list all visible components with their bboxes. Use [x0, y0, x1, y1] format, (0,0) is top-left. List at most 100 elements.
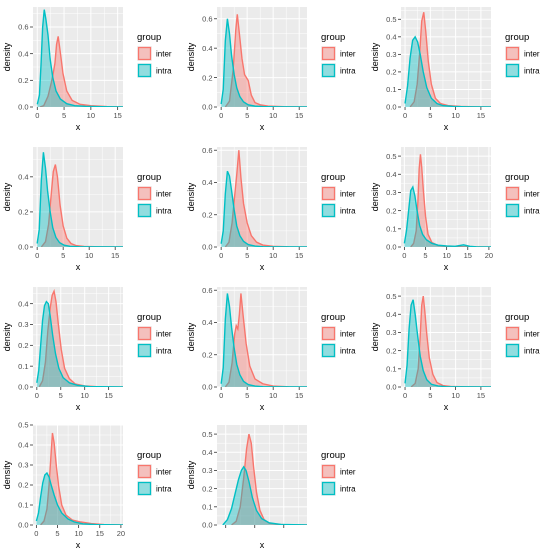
legend-title: group	[137, 450, 161, 461]
x-tick-label: 10	[81, 391, 89, 400]
density-line-intra	[36, 9, 123, 107]
y-tick-label: 0.4	[202, 318, 212, 327]
legend-label-intra: intra	[340, 485, 356, 494]
x-tick-label: 5	[245, 111, 249, 120]
x-tick-label: 5	[423, 251, 427, 260]
density-area-intra	[221, 293, 307, 387]
x-tick-label: 15	[295, 391, 303, 400]
x-tick-label: 5	[55, 529, 59, 538]
y-tick-label: 0.2	[18, 208, 28, 217]
legend-key-bg	[137, 186, 152, 201]
x-tick-label: 20	[117, 529, 125, 538]
legend-title: group	[505, 312, 529, 323]
legend-key-bg	[321, 464, 336, 479]
x-tick-label: 15	[477, 111, 485, 120]
x-tick-label: 0	[219, 111, 223, 120]
legend-key-bg	[137, 343, 152, 358]
legend-title: group	[137, 172, 161, 183]
legend-key-bg	[321, 186, 336, 201]
density-area-inter	[225, 150, 307, 247]
legend-swatch-inter	[137, 186, 152, 201]
legend-swatch-inter	[505, 186, 520, 201]
legend-key-bg	[321, 343, 336, 358]
density-panel-10: 0 5 10 15 20 0.0 0.1 0.2 0.3 0.4 0.5 x density group i…	[2, 421, 172, 550]
legend-label-inter: inter	[340, 50, 356, 59]
legend-key-bg	[137, 46, 152, 61]
density-panel-11: 0.0 0.1 0.2 0.3 0.4 0.5 x density group inter intr…	[186, 425, 356, 550]
legend-swatch-intra	[137, 203, 152, 218]
density-line-intra	[220, 293, 307, 387]
legend-key-bg	[321, 63, 336, 78]
y-tick-label: 0.2	[386, 68, 396, 77]
density-line-intra	[220, 170, 307, 247]
y-tick-label: 0.2	[18, 76, 28, 85]
density-panel-1: 0 5 10 15 0.0 0.2 0.4 0.6 x density group inter intr…	[2, 7, 172, 132]
y-tick-label: 0.0	[386, 383, 396, 392]
density-panel-7: 0 5 10 15 0.0 0.1 0.2 0.3 0.4 x density group inter i…	[2, 287, 172, 412]
legend-label-intra: intra	[156, 485, 172, 494]
legend-swatch-inter	[137, 46, 152, 61]
x-axis-label: x	[76, 540, 81, 550]
y-tick-label: 0.0	[202, 383, 212, 392]
y-axis-label: density	[2, 322, 12, 351]
legend-label-intra: intra	[340, 67, 356, 76]
legend-label-inter: inter	[156, 330, 172, 339]
x-tick-label: 5	[428, 391, 432, 400]
density-line-intra	[404, 35, 491, 107]
y-tick-label: 0.1	[18, 362, 28, 371]
legend-key-bg	[137, 63, 152, 78]
y-tick-label: 0.3	[18, 320, 28, 329]
density-area-intra	[404, 187, 491, 247]
y-axis-label: density	[370, 182, 380, 211]
y-tick-label: 0.1	[386, 85, 396, 94]
y-axis-label: density	[186, 42, 196, 71]
legend-title: group	[321, 450, 345, 461]
density-line-inter	[224, 150, 307, 247]
x-tick-label: 20	[485, 251, 493, 260]
y-tick-label: 0.6	[18, 23, 28, 32]
x-tick-label: 0	[35, 111, 39, 120]
y-tick-label: 0.0	[18, 521, 28, 530]
x-axis-label: x	[76, 402, 81, 412]
y-tick-label: 0.0	[18, 243, 28, 252]
x-axis-label: x	[260, 122, 265, 132]
legend-key-bg	[137, 326, 152, 341]
density-panel-4: 0 5 10 15 0.0 0.2 0.4 x density group inter intra	[2, 147, 172, 272]
density-area-intra	[405, 299, 491, 387]
legend-title: group	[137, 32, 161, 43]
legend-key-bg	[505, 186, 520, 201]
density-panel-2: 0 5 10 15 0.0 0.2 0.4 0.6 x density group inter intr…	[186, 7, 356, 132]
legend-label-intra: intra	[524, 67, 540, 76]
legend-label-intra: intra	[340, 207, 356, 216]
legend-label-intra: intra	[340, 347, 356, 356]
legend-swatch-inter	[137, 464, 152, 479]
x-tick-label: 10	[87, 111, 95, 120]
y-tick-label: 0.0	[386, 103, 396, 112]
y-axis-label: density	[370, 42, 380, 71]
x-tick-label: 15	[295, 251, 303, 260]
x-tick-label: 15	[104, 391, 112, 400]
legend-key-bg	[321, 203, 336, 218]
y-tick-label: 0.2	[202, 73, 212, 82]
legend-swatch-inter	[321, 46, 336, 61]
y-tick-label: 0.5	[386, 152, 396, 161]
legend-swatch-inter	[321, 326, 336, 341]
legend-label-inter: inter	[156, 50, 172, 59]
legend-key-bg	[137, 464, 152, 479]
legend-swatch-inter	[321, 464, 336, 479]
y-tick-label: 0.3	[386, 188, 396, 197]
y-axis-label: density	[370, 322, 380, 351]
y-tick-label: 0.2	[386, 346, 396, 355]
legend-key-bg	[137, 481, 152, 496]
density-area-inter	[41, 164, 123, 247]
x-tick-label: 5	[59, 391, 63, 400]
y-tick-label: 0.0	[18, 103, 28, 112]
density-panel-9: 0 5 10 15 0.0 0.1 0.2 0.3 0.4 0.5 x density group int…	[370, 287, 540, 412]
legend-title: group	[321, 32, 345, 43]
legend-swatch-intra	[137, 63, 152, 78]
y-tick-label: 0.5	[386, 15, 396, 24]
y-tick-label: 0.2	[202, 350, 212, 359]
y-tick-label: 0.4	[18, 49, 28, 58]
y-axis-label: density	[186, 182, 196, 211]
y-tick-label: 0.0	[202, 103, 212, 112]
